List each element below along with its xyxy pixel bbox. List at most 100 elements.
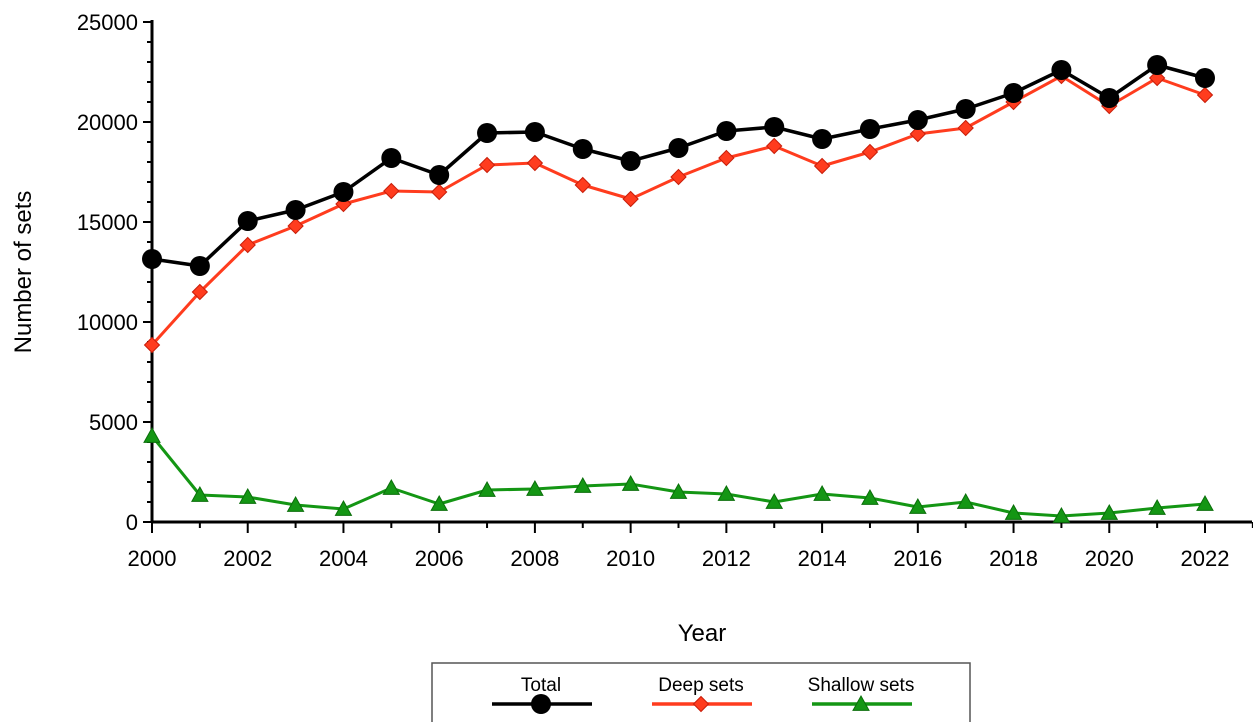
total-point xyxy=(524,122,545,142)
y-axis-title: Number of sets xyxy=(10,191,37,354)
legend-label: Total xyxy=(521,675,561,696)
total-point xyxy=(716,121,737,141)
deep-sets-point xyxy=(957,119,974,137)
total-point xyxy=(907,110,928,130)
x-tick-label: 2000 xyxy=(128,546,177,571)
shallow-sets-point xyxy=(286,495,305,512)
axes: 0 5000 10000 15000 20000 25000 2000 2002 2004 200… xyxy=(77,10,1253,571)
shallow-sets-point xyxy=(478,480,496,497)
x-tick-label: 2010 xyxy=(606,546,655,571)
deep-sets-point xyxy=(287,217,304,235)
shallow-sets-point xyxy=(1052,506,1071,523)
legend-swatch-marker xyxy=(692,695,710,713)
total-point xyxy=(285,200,306,220)
series-shallow-sets xyxy=(143,426,1214,523)
legend-swatch-marker xyxy=(852,694,870,711)
y-tick-label: 10000 xyxy=(77,310,138,335)
deep-sets-point xyxy=(1196,86,1214,104)
shallow-sets-point xyxy=(1196,494,1214,511)
total-point xyxy=(859,119,880,139)
deep-sets-point xyxy=(622,190,639,208)
total-point xyxy=(812,129,833,149)
shallow-sets-point xyxy=(956,492,975,509)
shallow-sets-point xyxy=(1148,498,1166,515)
total-point xyxy=(572,139,593,159)
x-tick-label: 2016 xyxy=(893,546,942,571)
x-tick-label: 2014 xyxy=(798,546,847,571)
series-layer xyxy=(142,55,1215,523)
shallow-sets-point xyxy=(526,479,544,496)
shallow-sets-point xyxy=(908,497,927,514)
total-point xyxy=(1195,68,1215,88)
legend-swatch-marker xyxy=(531,694,551,714)
shallow-sets-point xyxy=(238,487,257,504)
legend-item-total: Total xyxy=(492,675,592,714)
total-point xyxy=(237,211,258,231)
shallow-sets-point xyxy=(669,482,688,499)
total-point xyxy=(620,151,641,171)
x-tick-label: 2006 xyxy=(415,546,464,571)
total-point xyxy=(1147,55,1168,75)
shallow-sets-point xyxy=(813,484,831,501)
shallow-sets-point xyxy=(1004,503,1023,520)
deep-sets-point xyxy=(718,149,735,167)
deep-sets-point xyxy=(239,236,256,254)
deep-sets-point xyxy=(861,143,879,161)
shallow-sets-point xyxy=(191,485,209,502)
deep-sets-point xyxy=(909,125,927,143)
shallow-sets-point xyxy=(717,484,736,501)
x-axis-title: Year xyxy=(678,620,727,647)
deep-sets-line xyxy=(150,74,1206,347)
shallow-sets-point xyxy=(621,474,640,491)
x-tick-label: 2012 xyxy=(702,546,751,571)
y-tick-label: 20000 xyxy=(77,110,138,135)
shallow-sets-point xyxy=(1100,503,1119,520)
deep-sets-point xyxy=(813,157,831,175)
x-tick-label: 2020 xyxy=(1085,546,1134,571)
deep-sets-point xyxy=(191,283,209,301)
shallow-sets-point xyxy=(573,476,592,493)
deep-sets-point xyxy=(574,176,591,194)
legend-item-deep-sets: Deep sets xyxy=(652,675,752,713)
shallow-sets-line xyxy=(150,435,1206,518)
series-total xyxy=(142,55,1215,276)
shallow-sets-point xyxy=(861,488,879,505)
deep-sets-point xyxy=(478,156,496,174)
deep-sets-point xyxy=(526,154,544,172)
deep-sets-point xyxy=(766,137,783,155)
shallow-sets-point xyxy=(143,426,161,443)
x-tick-label: 2004 xyxy=(319,546,368,571)
x-tick-label: 2022 xyxy=(1181,546,1230,571)
shallow-sets-point xyxy=(765,492,784,509)
total-point xyxy=(1051,60,1072,80)
shallow-sets-point xyxy=(430,494,449,511)
shallow-sets-point xyxy=(382,478,401,495)
deep-sets-point xyxy=(383,182,400,200)
total-point xyxy=(1099,88,1120,108)
total-point xyxy=(955,99,976,119)
total-point xyxy=(764,117,785,137)
legend-label: Deep sets xyxy=(658,675,744,696)
deep-sets-point xyxy=(430,183,448,201)
legend-item-shallow-sets: Shallow sets xyxy=(808,675,915,711)
total-point xyxy=(333,182,354,202)
shallow-sets-point xyxy=(334,499,353,516)
total-point xyxy=(142,249,162,269)
legend-label: Shallow sets xyxy=(808,675,915,696)
total-point xyxy=(429,165,450,185)
total-point xyxy=(381,148,402,168)
x-tick-label: 2018 xyxy=(989,546,1038,571)
total-point xyxy=(668,138,689,158)
y-tick-label: 25000 xyxy=(77,10,138,35)
deep-sets-point xyxy=(143,336,161,354)
total-point xyxy=(477,123,498,143)
legend: Total Deep sets Shallow sets xyxy=(431,662,971,722)
x-tick-label: 2002 xyxy=(223,546,272,571)
y-tick-label: 0 xyxy=(126,510,138,535)
x-tick-label: 2008 xyxy=(510,546,559,571)
deep-sets-point xyxy=(670,168,687,186)
total-point xyxy=(189,256,210,276)
total-point xyxy=(1003,83,1024,103)
total-line xyxy=(151,63,1206,268)
